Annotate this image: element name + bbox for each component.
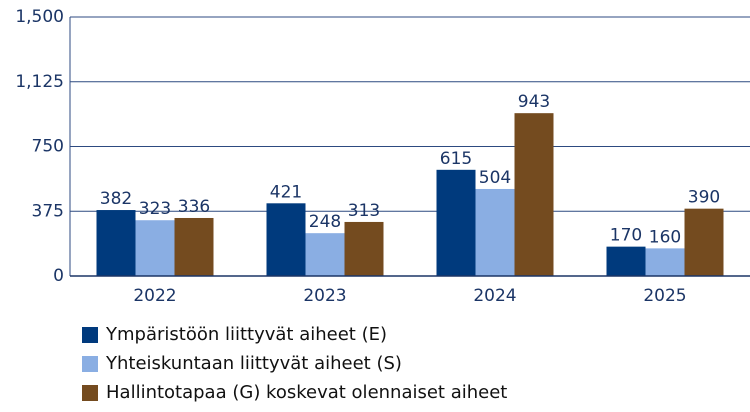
value-label: 323 — [139, 199, 171, 219]
legend-swatch — [82, 385, 98, 401]
bar — [475, 188, 515, 276]
bar — [305, 233, 345, 276]
bar — [135, 220, 175, 276]
bar — [436, 169, 476, 276]
y-tick-label: 1,500 — [15, 7, 64, 27]
value-label: 504 — [479, 168, 511, 188]
legend-label: Yhteiskuntaan liittyvät aiheet (S) — [105, 353, 402, 374]
bar — [96, 210, 136, 276]
value-label: 336 — [178, 197, 210, 217]
bar — [514, 113, 554, 277]
legend-label: Hallintotapaa (G) koskevat olennaiset ai… — [106, 382, 507, 403]
bar — [645, 248, 685, 276]
legend-label: Ympäristöön liittyvät aiheet (E) — [105, 324, 387, 345]
x-tick-label: 2022 — [133, 286, 176, 306]
value-label: 615 — [440, 149, 472, 169]
y-tick-label: 0 — [53, 266, 64, 286]
value-label: 170 — [610, 226, 642, 246]
legend-swatch — [82, 327, 98, 343]
bar — [266, 203, 306, 276]
value-label: 421 — [270, 182, 302, 202]
y-tick-label: 375 — [32, 201, 64, 221]
value-label: 390 — [688, 188, 720, 208]
y-tick-label: 1,125 — [15, 72, 64, 92]
value-label: 382 — [100, 189, 132, 209]
x-tick-label: 2023 — [303, 286, 346, 306]
value-label: 160 — [649, 227, 681, 247]
value-label: 248 — [309, 212, 341, 232]
value-label: 313 — [348, 201, 380, 221]
value-label: 943 — [518, 92, 550, 112]
bar — [174, 217, 214, 276]
bar — [344, 221, 384, 276]
bar — [684, 208, 724, 276]
legend-swatch — [82, 356, 98, 372]
x-tick-label: 2025 — [643, 286, 686, 306]
bar — [606, 246, 646, 276]
x-tick-label: 2024 — [473, 286, 516, 306]
y-tick-label: 750 — [32, 137, 64, 157]
